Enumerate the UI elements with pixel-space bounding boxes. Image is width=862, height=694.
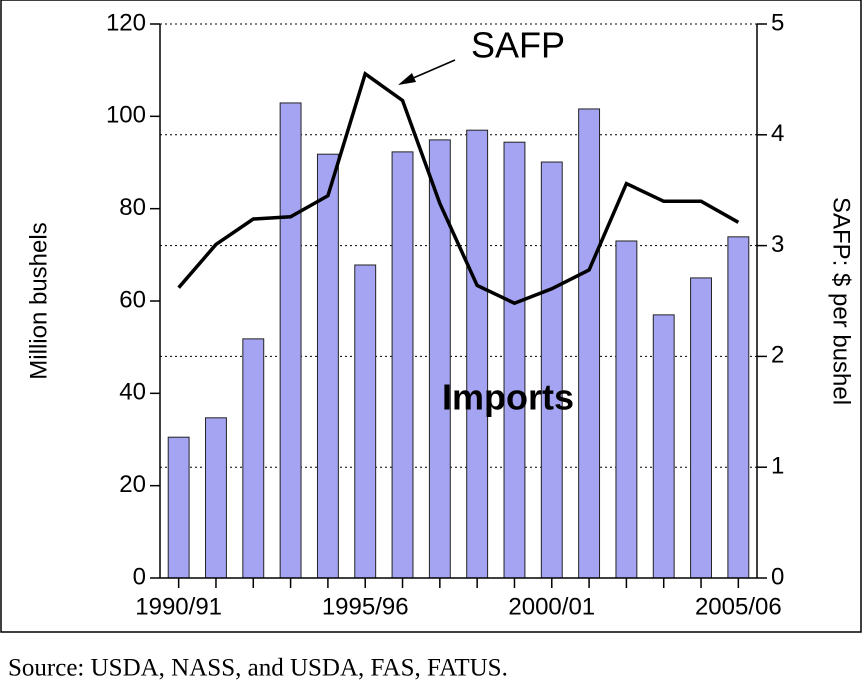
source-note: Source: USDA, NASS, and USDA, FAS, FATUS… — [8, 655, 508, 682]
chart-frame — [0, 0, 862, 633]
line — [177, 71, 740, 306]
bar — [503, 141, 526, 579]
annotation-arrowhead — [398, 73, 416, 85]
bar — [205, 417, 227, 579]
bar — [652, 314, 675, 579]
bar — [727, 236, 750, 579]
bar — [391, 151, 414, 579]
bar — [466, 129, 489, 579]
y-tick-label: 60 — [119, 286, 146, 313]
y2-tick-label: 0 — [771, 563, 784, 590]
bar — [167, 436, 190, 579]
y-tick-label: 120 — [106, 9, 146, 36]
bar — [354, 264, 377, 579]
x-tick-label: 1995/96 — [322, 593, 409, 620]
bar — [690, 277, 712, 579]
bar — [316, 153, 339, 579]
y2-tick-label: 2 — [771, 342, 784, 369]
x-tick-label: 2005/06 — [695, 593, 782, 620]
y2-axis-label: SAFP: $ per bushel — [828, 197, 855, 405]
y2-tick-label: 4 — [771, 120, 784, 147]
y2-tick-label: 3 — [771, 231, 784, 258]
series-label: SAFP — [471, 25, 565, 66]
x-tick-label: 1990/91 — [135, 593, 222, 620]
y2-tick-label: 5 — [771, 9, 784, 36]
series-label: Imports — [442, 377, 574, 418]
y2-tick-label: 1 — [771, 453, 784, 480]
bar — [578, 108, 601, 579]
y-tick-label: 20 — [119, 471, 146, 498]
y-axis-label: Million bushels — [25, 222, 52, 379]
bar — [242, 338, 265, 579]
bar — [279, 102, 302, 579]
x-tick-label: 2000/01 — [508, 593, 595, 620]
y-tick-label: 80 — [119, 194, 146, 221]
y-tick-label: 100 — [106, 102, 146, 129]
y-tick-label: 40 — [119, 379, 146, 406]
bar — [615, 240, 638, 579]
bar — [540, 161, 563, 579]
y-tick-label: 0 — [133, 563, 146, 590]
